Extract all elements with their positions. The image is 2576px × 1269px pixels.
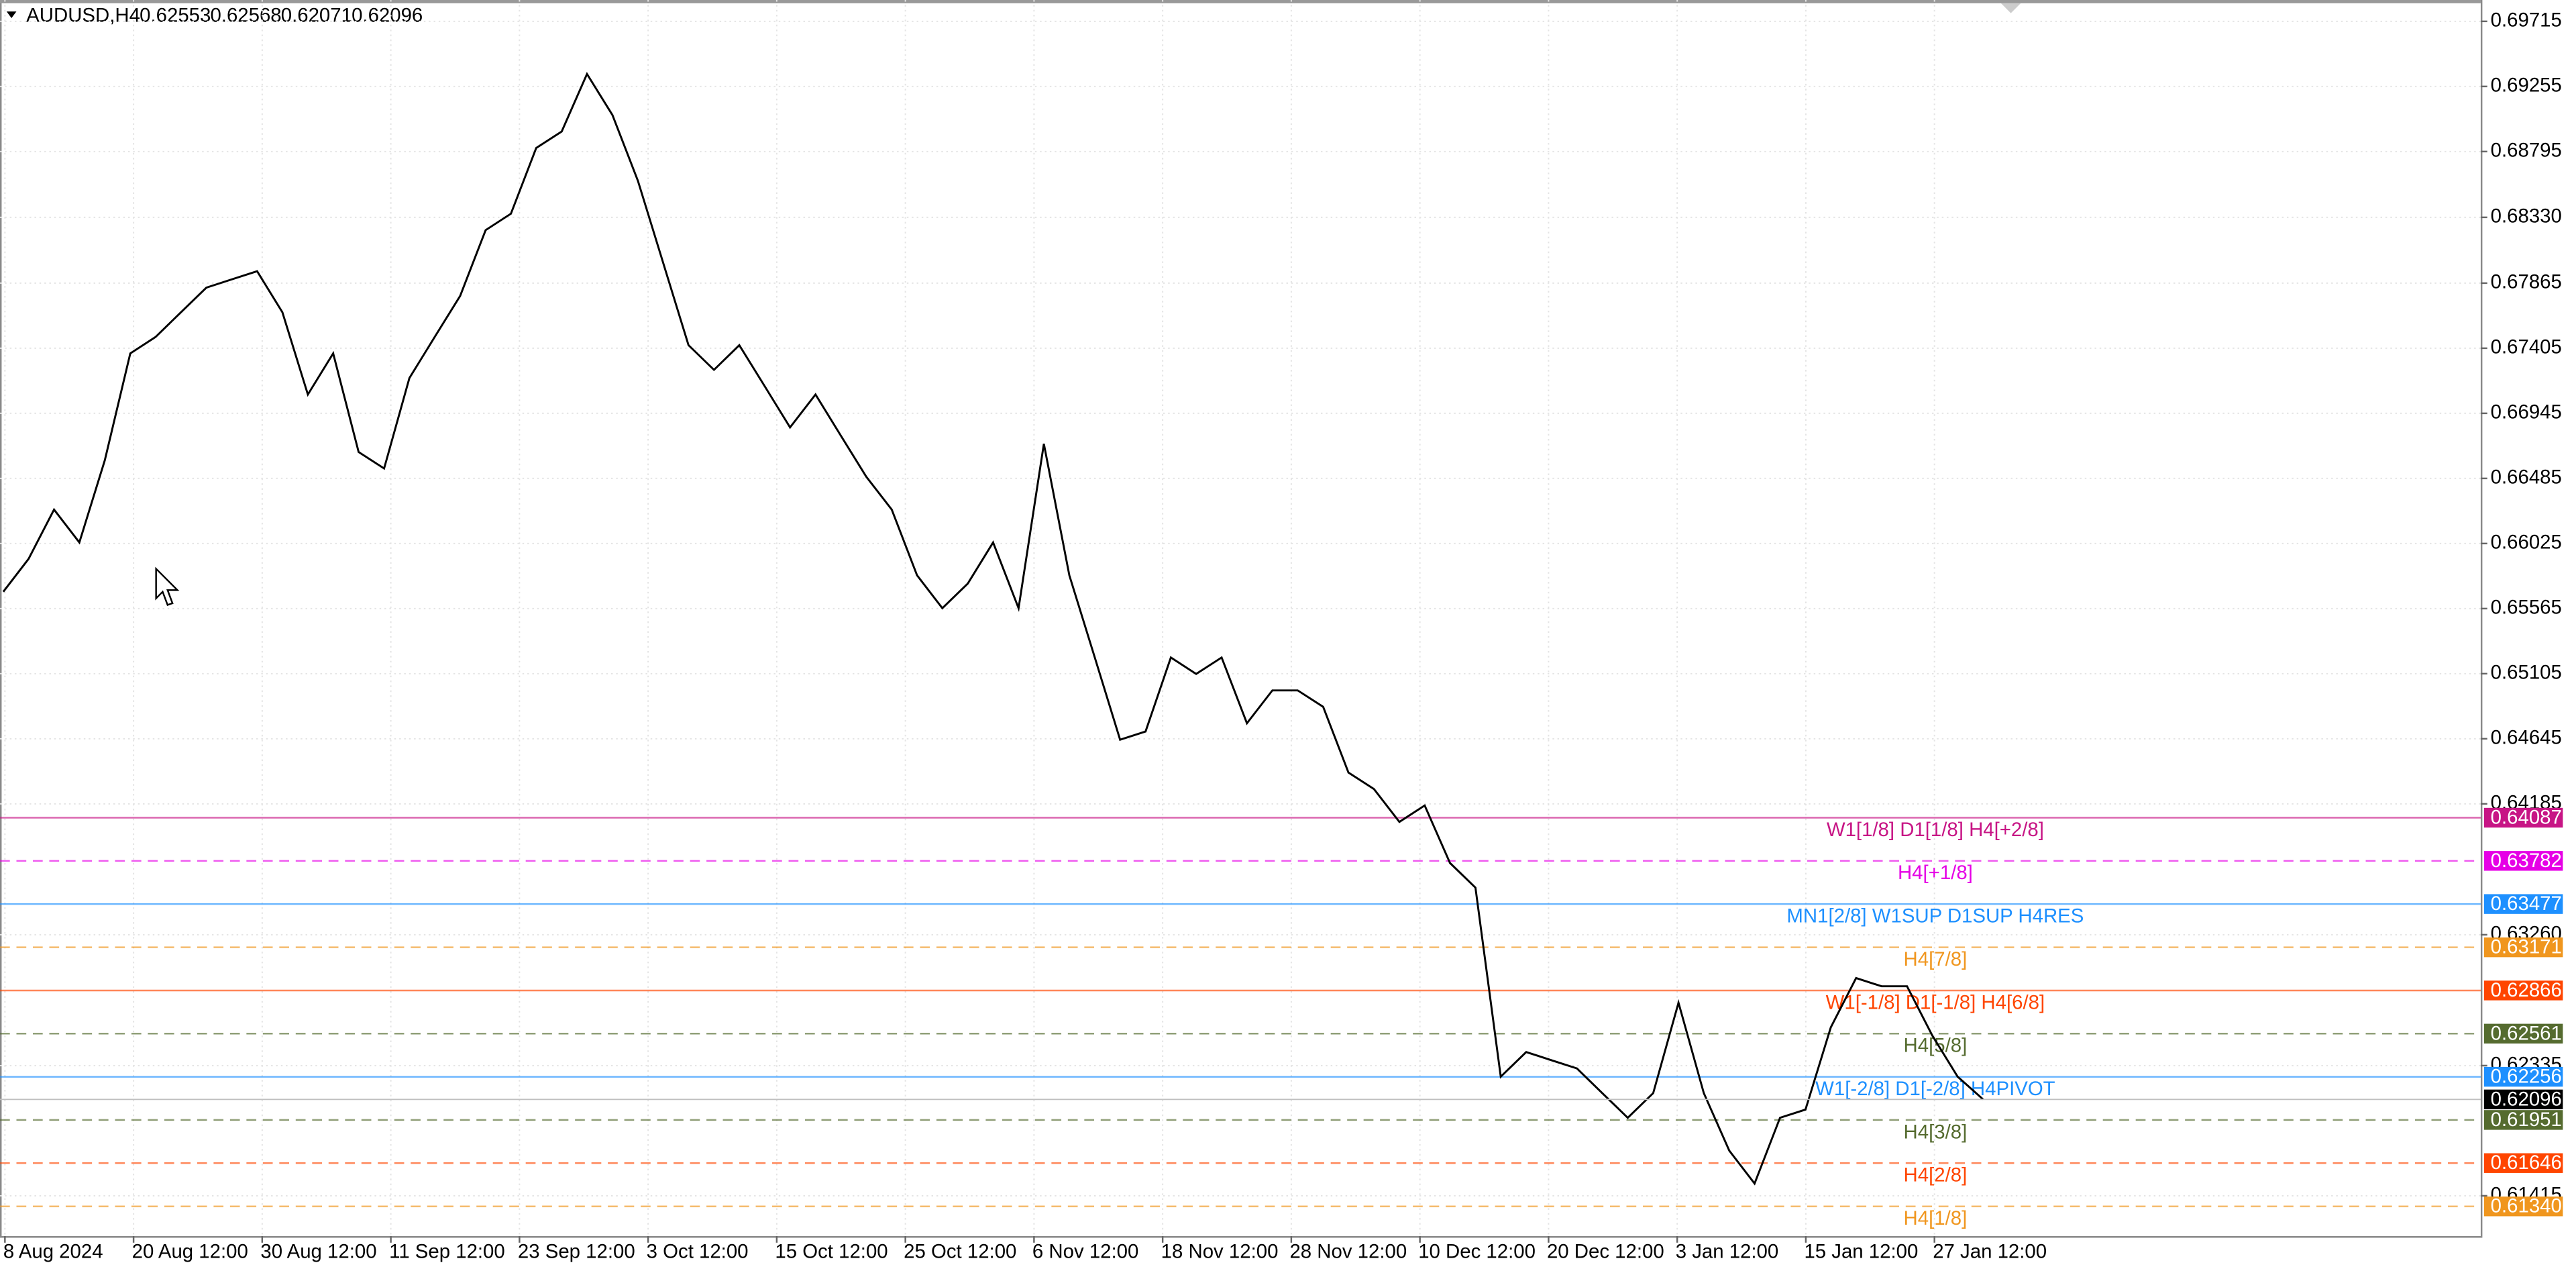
symbol: AUDUSD,H4 [26, 4, 140, 26]
ohlc-value: 0.62568 [210, 4, 281, 26]
ohlc-value: 0.62553 [140, 4, 211, 26]
x-tick-label: 6 Nov 12:00 [1032, 1240, 1138, 1262]
level-label: H4[7/8] [1904, 948, 1968, 970]
x-tick-label: 27 Jan 12:00 [1933, 1240, 2047, 1262]
y-tick-label: 0.67405 [2491, 336, 2562, 358]
price-tag-label: 0.63782 [2491, 850, 2562, 872]
y-tick-label: 0.67865 [2491, 271, 2562, 293]
price-line [2, 72, 1984, 1186]
x-tick-label: 3 Oct 12:00 [647, 1240, 749, 1262]
price-tag [2483, 1023, 2563, 1044]
current-price-label: 0.62096 [2491, 1088, 2562, 1110]
x-tick-label: 25 Oct 12:00 [904, 1240, 1016, 1262]
price-tag-label: 0.64087 [2491, 807, 2562, 829]
shift-marker [2000, 3, 2021, 13]
price-tag [2483, 1197, 2563, 1217]
price-tag-label: 0.61340 [2491, 1195, 2562, 1217]
y-tick-label: 0.66025 [2491, 531, 2562, 554]
level-label: W1[-1/8] D1[-1/8] H4[6/8] [1826, 991, 2045, 1013]
price-tag-label: 0.61646 [2491, 1152, 2562, 1174]
y-tick-label: 0.69255 [2491, 74, 2562, 97]
price-tag [2483, 1066, 2563, 1087]
x-tick-label: 20 Aug 12:00 [132, 1240, 248, 1262]
ohlc-value: 0.62071 [281, 4, 352, 26]
price-tag [2483, 937, 2563, 958]
y-tick-label: 0.66485 [2491, 466, 2562, 489]
y-tick-label: 0.69715 [2491, 9, 2562, 32]
level-label: MN1[2/8] W1SUP D1SUP H4RES [1786, 905, 2084, 927]
ohlc-value: 0.62096 [352, 4, 423, 26]
level-label: W1[1/8] D1[1/8] H4[+2/8] [1827, 819, 2044, 841]
price-tag-label: 0.62561 [2491, 1022, 2562, 1044]
level-label: H4[3/8] [1904, 1121, 1968, 1143]
y-tick-label: 0.64645 [2491, 727, 2562, 749]
x-tick-label: 23 Sep 12:00 [518, 1240, 635, 1262]
price-tag [2483, 1153, 2563, 1173]
price-tag [2483, 807, 2563, 828]
level-label: H4[2/8] [1904, 1164, 1968, 1186]
price-tag [2483, 894, 2563, 914]
y-tick-label: 0.66945 [2491, 401, 2562, 423]
x-tick-label: 10 Dec 12:00 [1418, 1240, 1536, 1262]
x-tick-label: 30 Aug 12:00 [260, 1240, 376, 1262]
price-tag-label: 0.62256 [2491, 1066, 2562, 1088]
current-price-tag [2483, 1089, 2563, 1110]
x-tick-label: 11 Sep 12:00 [389, 1240, 505, 1262]
level-label: H4[1/8] [1904, 1207, 1968, 1229]
level-label: W1[-2/8] D1[-2/8] H4PIVOT [1815, 1078, 2055, 1100]
x-tick-label: 20 Dec 12:00 [1547, 1240, 1664, 1262]
x-tick-label: 3 Jan 12:00 [1676, 1240, 1779, 1262]
price-tag-label: 0.61951 [2491, 1109, 2562, 1131]
x-tick-label: 18 Nov 12:00 [1161, 1240, 1279, 1262]
x-tick-label: 15 Oct 12:00 [775, 1240, 888, 1262]
price-tag [2483, 980, 2563, 1001]
price-tag [2483, 1110, 2563, 1130]
level-label: H4[5/8] [1904, 1035, 1968, 1057]
x-tick-label: 15 Jan 12:00 [1804, 1240, 1918, 1262]
level-label: H4[+1/8] [1898, 862, 1973, 884]
menu-arrow[interactable] [6, 11, 17, 18]
x-tick-label: 28 Nov 12:00 [1289, 1240, 1407, 1262]
price-tag-label: 0.63171 [2491, 936, 2562, 958]
y-tick-label: 0.65105 [2491, 662, 2562, 684]
ohlc-header: 0.62553 0.62568 0.62071 0.62096 [140, 4, 423, 26]
y-tick-label: 0.68795 [2491, 140, 2562, 162]
price-tag-label: 0.63477 [2491, 893, 2562, 915]
price-tag-label: 0.62866 [2491, 979, 2562, 1001]
x-tick-label: 8 Aug 2024 [3, 1240, 103, 1262]
price-tag [2483, 851, 2563, 871]
y-tick-label: 0.65565 [2491, 597, 2562, 619]
mouse-cursor [155, 566, 180, 606]
y-tick-label: 0.68330 [2491, 205, 2562, 227]
